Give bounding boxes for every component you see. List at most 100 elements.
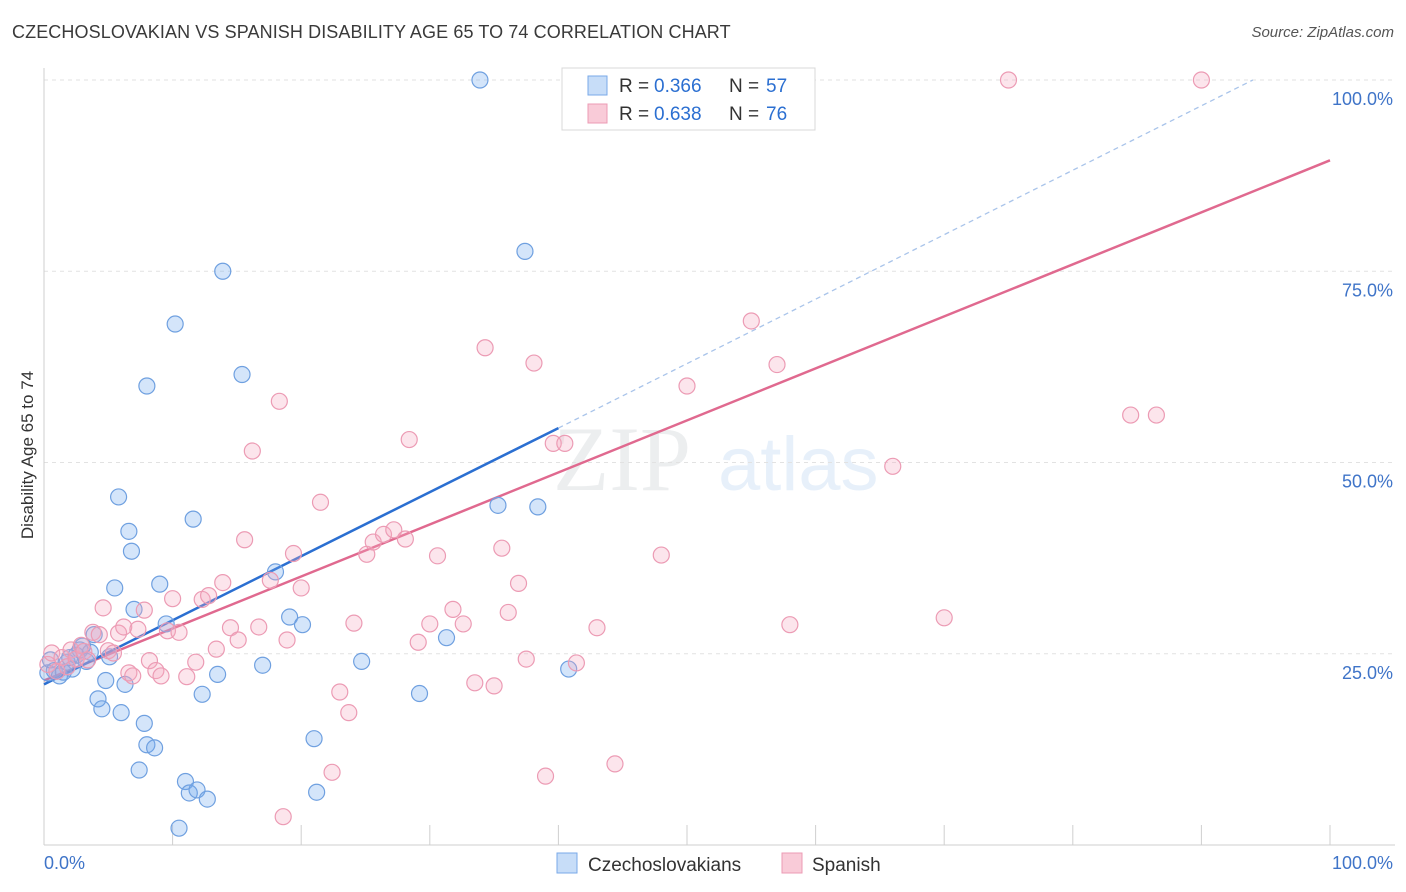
spanish-point-54: [421, 615, 439, 633]
data-points: [39, 71, 1211, 837]
spanish-point-74: [678, 377, 696, 395]
spanish-point-11: [90, 626, 108, 644]
legend-r-value-2: 0.638: [654, 104, 702, 125]
czechoslovakian-point-19: [109, 488, 128, 506]
bottom-legend-swatch-spanish: [781, 852, 803, 874]
spanish-point-43: [311, 493, 330, 511]
spanish-point-56: [444, 600, 462, 618]
czechoslovakian-point-37: [193, 685, 211, 703]
spanish-point-41: [284, 544, 303, 563]
spanish-point-76: [768, 355, 786, 374]
czechoslovakian-point-29: [151, 575, 169, 593]
spanish-point-50: [374, 525, 393, 544]
spanish-point-46: [340, 704, 358, 722]
spanish-point-28: [187, 653, 205, 671]
spanish-point-83: [1192, 71, 1211, 89]
legend-r-value-1: 0.366: [654, 76, 702, 97]
czechoslovakian-point-45: [293, 616, 312, 634]
spanish-point-36: [243, 442, 261, 460]
spanish-point-21: [140, 652, 159, 670]
spanish-point-20: [135, 601, 153, 619]
spanish-point-9: [79, 651, 97, 669]
y-tick-label-50: 50.0%: [1342, 472, 1393, 492]
czechoslovakian-point-20: [112, 704, 130, 722]
czechoslovakian-point-30: [157, 615, 175, 633]
czechoslovakian-point-50: [437, 629, 456, 647]
spanish-point-14: [104, 644, 123, 662]
czechoslovakian-point-31: [166, 315, 184, 333]
bottom-legend-swatch-czechoslovakians: [556, 852, 578, 874]
stats-legend: R = 0.366 N = 57 R = 0.638 N = 76: [561, 67, 816, 131]
czechoslovakian-point-41: [233, 365, 251, 384]
legend-n-value-1: 57: [766, 76, 787, 97]
spanish-point-45: [331, 683, 349, 701]
czechoslovakian-point-44: [281, 608, 299, 626]
x-tick-label-0: 0.0%: [44, 853, 85, 873]
spanish-point-23: [152, 667, 170, 685]
czechoslovakian-point-47: [308, 783, 326, 801]
spanish-point-47: [345, 614, 363, 632]
spanish-point-79: [935, 609, 953, 627]
spanish-point-62: [499, 603, 517, 622]
chart-title: CZECHOSLOVAKIAN VS SPANISH DISABILITY AG…: [12, 22, 731, 42]
czechoslovakian-point-53: [516, 242, 534, 260]
spanish-point-42: [292, 579, 310, 597]
spanish-point-33: [221, 619, 240, 637]
spanish-point-75: [742, 312, 760, 330]
czechoslovakian-point-18: [106, 579, 124, 597]
spanish-point-81: [1122, 406, 1140, 424]
czechoslovakian-point-56: [138, 377, 156, 395]
spanish-point-5: [62, 641, 80, 659]
spanish-point-77: [781, 616, 799, 634]
spanish-point-26: [170, 623, 188, 641]
spanish-point-82: [1147, 406, 1165, 424]
chart-source: Source: ZipAtlas.com: [1251, 24, 1394, 41]
czechoslovakian-point-32: [170, 819, 188, 837]
spanish-point-39: [270, 392, 288, 410]
spanish-point-60: [485, 677, 503, 695]
spanish-point-27: [178, 668, 196, 686]
spanish-point-37: [250, 618, 268, 636]
gridlines: [44, 79, 1395, 655]
spanish-point-57: [454, 615, 472, 633]
spanish-point-1: [43, 644, 61, 662]
czechoslovakian-point-14: [89, 690, 107, 708]
spanish-point-30: [200, 587, 218, 605]
czechoslovakian-point-39: [209, 665, 227, 684]
legend-r-label-2: R =: [619, 104, 649, 125]
czechoslovakian-point-28: [145, 739, 164, 757]
watermark: ZIP atlas: [553, 408, 879, 510]
czechoslovakian-point-16: [97, 671, 115, 690]
czechoslovakian-point-26: [135, 714, 153, 732]
spanish-point-63: [509, 574, 528, 592]
bottom-legend-label-spanish: Spanish: [812, 855, 881, 876]
series-legend: Czechoslovakians Spanish: [556, 852, 881, 876]
spanish-point-32: [214, 574, 232, 592]
legend-n-label-2: N =: [729, 104, 759, 125]
spanish-point-64: [517, 650, 535, 668]
x-tick-label-100: 100.0%: [1332, 853, 1393, 873]
spanish-point-40: [278, 631, 296, 649]
legend-swatch-czechoslovakians: [587, 75, 608, 96]
tick-labels: 25.0% 50.0% 75.0% 100.0% 0.0% 100.0%: [44, 89, 1393, 873]
y-tick-label-100: 100.0%: [1332, 89, 1393, 109]
spanish-point-38: [261, 571, 279, 589]
spanish-point-16: [115, 618, 133, 636]
czechoslovakian-point-40: [214, 262, 232, 280]
spanish-trend-line: [43, 159, 1331, 682]
czechoslovakian-point-15: [93, 700, 111, 718]
legend-r-label-1: R =: [619, 76, 649, 97]
spanish-point-59: [476, 339, 494, 357]
spanish-point-31: [207, 640, 225, 658]
spanish-point-71: [606, 755, 624, 773]
spanish-point-25: [164, 590, 182, 608]
spanish-point-78: [884, 457, 902, 475]
czechoslovakian-point-42: [254, 656, 272, 674]
spanish-point-52: [400, 430, 418, 449]
spanish-point-8: [75, 642, 93, 661]
czechoslovakian-point-52: [489, 496, 507, 514]
spanish-point-65: [525, 354, 543, 372]
watermark-atlas: atlas: [718, 422, 879, 507]
spanish-point-35: [236, 531, 254, 549]
